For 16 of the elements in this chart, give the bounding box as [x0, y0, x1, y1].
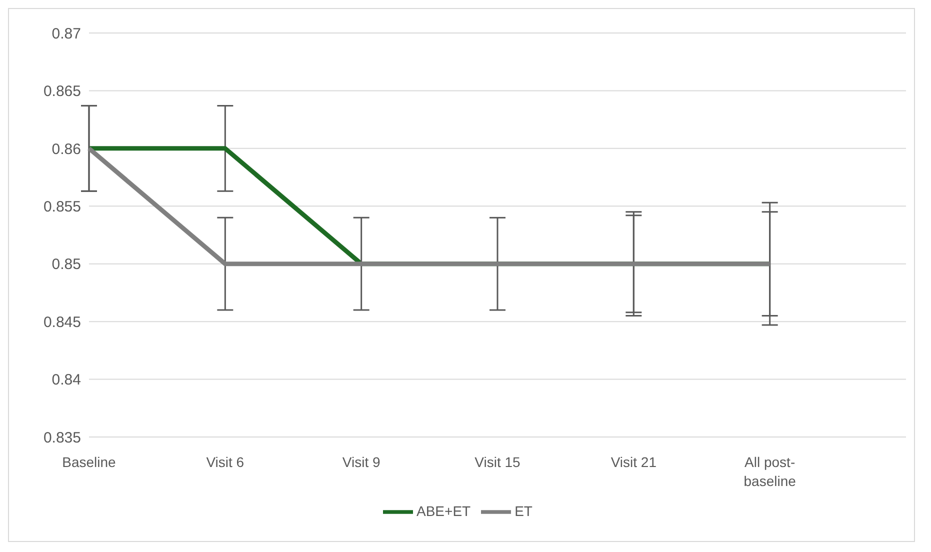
y-tick-label: 0.87 [52, 25, 81, 42]
y-tick-label: 0.86 [52, 140, 81, 158]
x-tick-label: Visit 15 [474, 454, 521, 470]
y-tick-label: 0.835 [43, 429, 81, 446]
legend-label: ET [514, 503, 532, 520]
x-tick-label: Visit 21 [610, 454, 657, 470]
x-tick-label: Visit 6 [206, 454, 244, 470]
y-tick-label: 0.84 [52, 372, 81, 389]
y-tick-label: 0.845 [43, 314, 81, 331]
legend-label: ABE+ET [416, 503, 471, 520]
y-tick-label: 0.85 [52, 256, 81, 274]
y-tick-label: 0.865 [43, 83, 81, 100]
y-tick-label: 0.855 [43, 198, 81, 216]
x-tick-label: Visit 9 [342, 454, 380, 470]
x-tick-label: Baseline [62, 454, 116, 470]
x-tick-label: All post-baseline [744, 454, 796, 489]
